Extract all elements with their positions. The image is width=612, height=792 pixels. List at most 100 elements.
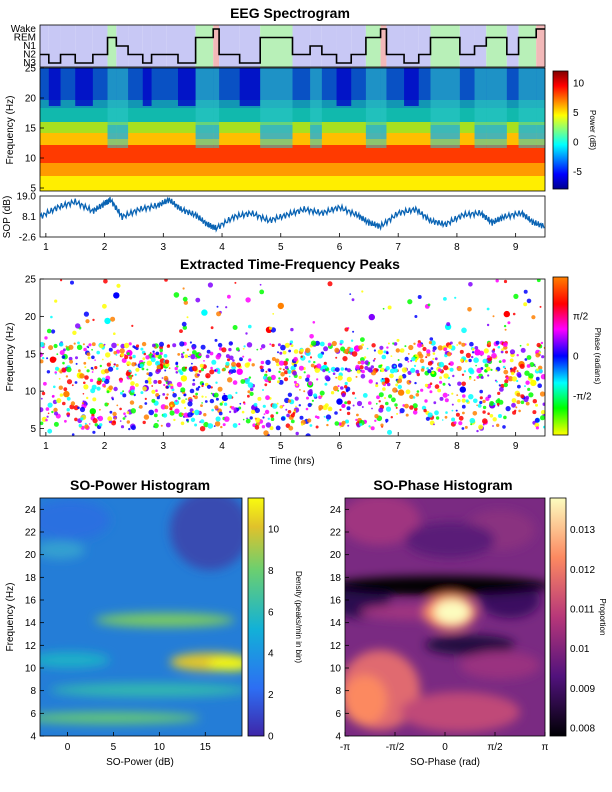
peak-point — [538, 365, 543, 370]
peak-point — [528, 392, 534, 398]
peak-point — [496, 423, 500, 427]
peak-point — [380, 364, 383, 367]
spectrogram-y-tick-label: 25 — [25, 64, 37, 75]
peak-point — [381, 354, 387, 360]
peak-point — [151, 398, 156, 403]
peak-point — [392, 342, 395, 345]
peak-point — [59, 393, 64, 397]
peak-point — [270, 417, 275, 422]
peak-point — [290, 327, 294, 332]
peak-point — [155, 389, 158, 393]
peak-point — [404, 403, 409, 409]
peak-point — [132, 345, 135, 348]
peak-point — [101, 358, 104, 361]
peak-point — [113, 386, 118, 392]
peak-point — [130, 381, 135, 386]
peak-point — [153, 379, 158, 384]
so-power-colorbar-label: Density (peaks/min in bin) — [294, 571, 303, 663]
so-phase-colorbar — [550, 498, 566, 736]
peak-point — [381, 378, 384, 380]
peak-point — [129, 356, 133, 360]
peak-point — [539, 391, 545, 397]
peak-point — [88, 423, 91, 425]
peak-point — [180, 375, 188, 382]
peak-point — [483, 348, 489, 354]
peak-point — [161, 377, 164, 379]
peak-point — [333, 369, 336, 372]
peak-point — [314, 367, 321, 373]
peak-point — [282, 360, 288, 366]
peak-point — [229, 410, 232, 413]
peak-point — [489, 414, 494, 418]
peak-point — [435, 416, 440, 420]
peak-point — [285, 358, 289, 362]
peak-point — [348, 352, 351, 355]
spectrogram-y-tick-label: 15 — [25, 124, 37, 135]
peak-point — [473, 398, 478, 404]
spectrogram-y-ticks: 5 10 15 20 25 — [25, 64, 44, 195]
peak-point — [172, 393, 177, 398]
peak-point — [461, 398, 466, 403]
peak-point — [275, 411, 279, 415]
peak-point — [364, 420, 367, 423]
sop-x-tick-label: 8 — [454, 242, 460, 253]
peak-point — [201, 402, 203, 404]
hypnogram-segment — [219, 25, 240, 67]
spectrogram-colorbar-frame — [552, 70, 569, 190]
peak-point — [295, 405, 297, 408]
peak-point — [158, 395, 161, 397]
peak-point — [68, 356, 73, 361]
so-power-x-tick-label: 10 — [154, 742, 166, 753]
peak-point — [157, 368, 162, 373]
peak-point — [259, 347, 263, 351]
peak-point — [232, 423, 238, 428]
peak-point — [495, 369, 498, 372]
peak-point — [115, 367, 119, 370]
peak-point — [265, 359, 271, 366]
peak-point — [40, 359, 44, 364]
peak-point — [286, 413, 290, 418]
peak-point — [412, 403, 418, 409]
peak-point — [516, 379, 519, 383]
peak-point — [168, 385, 171, 388]
sop-y-tick-label: 8.1 — [22, 212, 36, 223]
peak-point — [487, 412, 490, 416]
peak-point — [417, 351, 422, 357]
peak-point — [358, 345, 363, 350]
peak-point — [180, 353, 184, 356]
spectrogram-stage-column — [380, 125, 387, 139]
peak-point — [262, 375, 267, 380]
peak-point — [259, 365, 264, 370]
peak-point — [541, 355, 545, 359]
peak-point — [92, 318, 95, 322]
peak-point — [70, 280, 74, 285]
hypnogram-stage-label: REM — [14, 33, 36, 44]
peak-point — [96, 380, 102, 385]
hypnogram-segment — [386, 25, 405, 67]
peak-point — [46, 328, 52, 334]
peak-point — [293, 349, 299, 354]
peak-point — [396, 338, 400, 342]
peak-point — [349, 347, 354, 352]
peak-point — [104, 317, 111, 325]
peak-point — [270, 374, 276, 380]
peak-point — [92, 418, 98, 424]
peak-point — [76, 344, 83, 350]
peak-point — [210, 326, 214, 330]
spectrogram-stage-column — [474, 68, 487, 148]
peak-point — [352, 391, 355, 395]
peak-point — [210, 386, 213, 389]
peak-point — [351, 351, 358, 357]
peak-point — [502, 359, 506, 363]
peak-point — [192, 379, 195, 382]
peak-point — [184, 354, 189, 359]
peak-point — [523, 289, 528, 294]
peak-point — [463, 370, 467, 373]
peak-point — [169, 410, 175, 416]
peak-point — [526, 343, 530, 346]
peak-point — [528, 373, 534, 379]
peak-point — [61, 355, 66, 359]
so-phase-x-tick-label: -π — [340, 742, 350, 753]
peaks-x-tick-label: 1 — [43, 441, 49, 452]
peak-point — [206, 349, 211, 354]
